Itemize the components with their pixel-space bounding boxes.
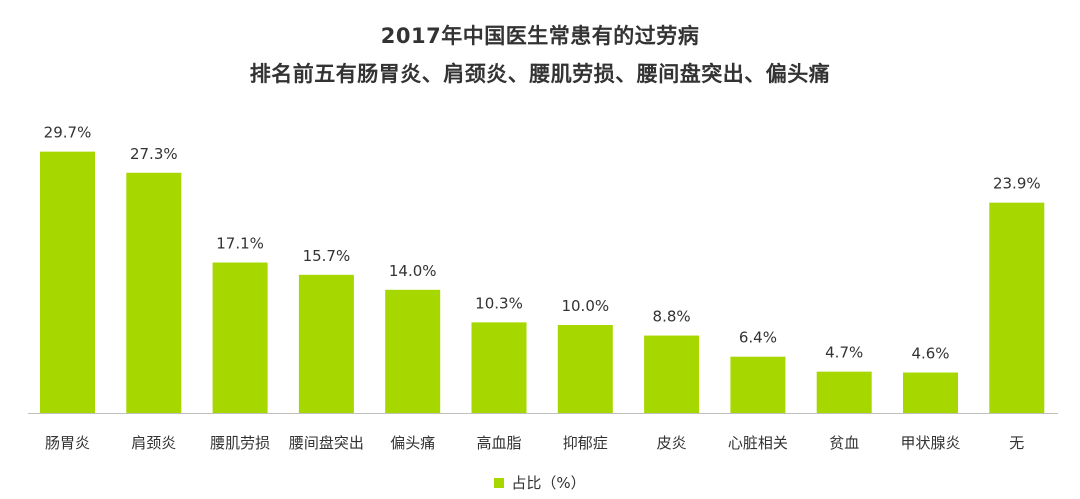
x-tick-label-8: 皮炎 bbox=[657, 434, 687, 452]
legend-swatch bbox=[494, 477, 505, 488]
chart-subtitle: 排名前五有肠胃炎、肩颈炎、腰肌劳损、腰间盘突出、偏头痛 bbox=[249, 62, 831, 86]
x-tick-label-12: 无 bbox=[1009, 434, 1024, 452]
x-tick-label-11: 甲状腺炎 bbox=[900, 434, 960, 452]
x-tick-label-7: 抑郁症 bbox=[563, 434, 608, 452]
bar-4 bbox=[298, 274, 354, 413]
data-label-2: 27.3% bbox=[130, 145, 178, 163]
data-label-12: 23.9% bbox=[993, 175, 1041, 193]
chart-title: 2017年中国医生常患有的过劳病 bbox=[380, 24, 700, 48]
data-label-8: 8.8% bbox=[653, 308, 691, 326]
bar-12 bbox=[989, 202, 1045, 413]
bar-10 bbox=[816, 371, 872, 413]
data-label-10: 4.7% bbox=[825, 344, 863, 362]
legend-label: 占比（%） bbox=[511, 474, 586, 492]
bar-6 bbox=[471, 322, 527, 413]
x-tick-label-2: 肩颈炎 bbox=[131, 434, 176, 452]
x-tick-label-3: 腰肌劳损 bbox=[210, 434, 270, 452]
bar-11 bbox=[903, 372, 958, 413]
data-label-9: 6.4% bbox=[739, 329, 777, 347]
x-tick-label-4: 腰间盘突出 bbox=[289, 434, 364, 452]
data-label-3: 17.1% bbox=[216, 235, 264, 253]
bar-2 bbox=[126, 172, 182, 413]
data-label-1: 29.7% bbox=[44, 124, 92, 142]
bar-3 bbox=[212, 262, 268, 413]
bar-9 bbox=[730, 356, 786, 413]
data-label-4: 15.7% bbox=[303, 247, 351, 265]
data-label-5: 14.0% bbox=[389, 262, 437, 280]
data-label-11: 4.6% bbox=[911, 345, 949, 363]
bar-1 bbox=[40, 151, 95, 413]
data-label-6: 10.3% bbox=[475, 294, 523, 312]
x-tick-label-9: 心脏相关 bbox=[728, 434, 788, 452]
bar-chart: 29.7% 肠胃炎 27.3% 肩颈炎 17.1% 腰肌劳损 15.7% 腰间盘突出 14.0%… bbox=[28, 124, 1058, 452]
x-tick-label-1: 肠胃炎 bbox=[45, 434, 90, 452]
bar-5 bbox=[385, 289, 441, 413]
legend: 占比（%） bbox=[0, 472, 1080, 493]
bar-7 bbox=[557, 325, 613, 413]
x-tick-label-10: 贫血 bbox=[829, 434, 859, 452]
x-tick-label-5: 偏头痛 bbox=[390, 434, 435, 452]
x-tick-label-6: 高血脂 bbox=[476, 434, 521, 452]
data-label-7: 10.0% bbox=[561, 297, 609, 315]
bar-8 bbox=[644, 335, 700, 413]
